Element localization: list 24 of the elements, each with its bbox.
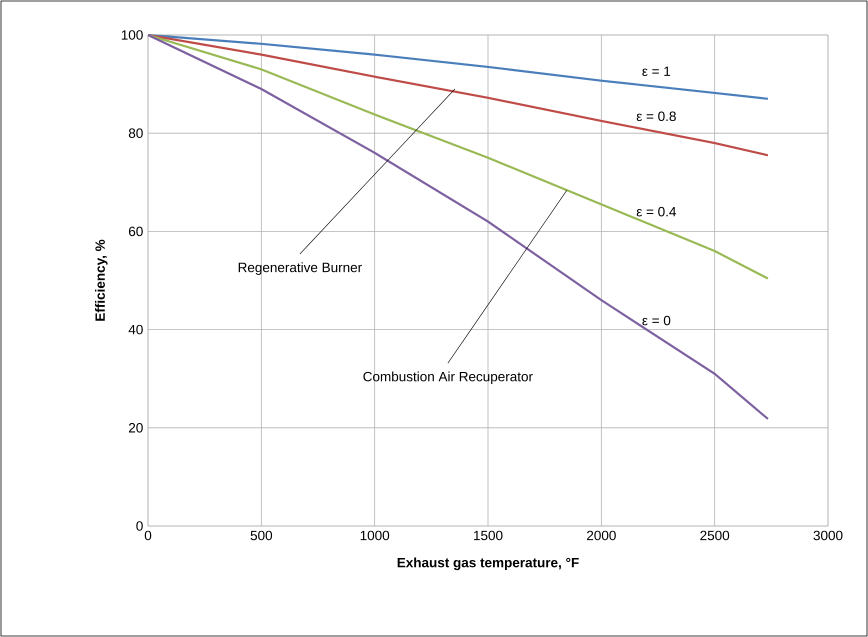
x-tick-label: 500 xyxy=(250,530,272,540)
series-label: ε = 1 xyxy=(642,66,670,76)
x-axis-title: Exhaust gas temperature, °F xyxy=(398,557,579,570)
line-series xyxy=(146,34,770,420)
x-tick-label: 0 xyxy=(144,530,152,540)
y-tick-label: 0 xyxy=(136,521,143,531)
x-tick-label: 1500 xyxy=(474,530,502,540)
line-series xyxy=(146,34,770,156)
line-series xyxy=(146,34,770,280)
y-tick-label: 60 xyxy=(128,226,143,236)
series-label: ε = 0.8 xyxy=(636,111,676,122)
series-label: ε = 0 xyxy=(642,316,670,326)
y-tick-label: 40 xyxy=(128,324,143,334)
x-tick-label: 2000 xyxy=(586,530,616,540)
y-tick-label: 80 xyxy=(128,128,143,138)
x-tick-label: 2500 xyxy=(700,530,730,540)
annotation: Combustion Air Recuperator xyxy=(363,371,533,384)
annotation: Regenerative Burner xyxy=(238,262,362,275)
y-tick-label: 20 xyxy=(128,423,143,433)
series-label: ε = 0.4 xyxy=(636,206,676,216)
x-tick-label: 3000 xyxy=(814,530,842,540)
x-tick-label: 1000 xyxy=(360,530,390,540)
y-tick-label: 100 xyxy=(122,30,143,40)
y-axis-title: Efficiency, % xyxy=(94,240,108,321)
